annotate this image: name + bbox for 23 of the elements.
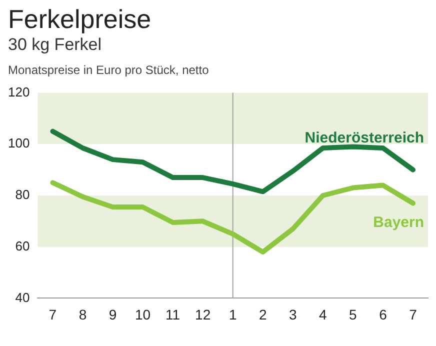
y-tick-label: 60 (15, 238, 30, 254)
x-tick-label: 7 (48, 306, 57, 322)
x-tick-label: 1 (228, 306, 237, 322)
x-tick-label: 8 (78, 306, 87, 322)
x-tick-label: 11 (166, 306, 180, 322)
x-tick-label: 7 (409, 306, 418, 322)
y-tick-label: 100 (8, 136, 30, 151)
x-tick-label: 10 (134, 306, 151, 322)
x-tick-label: 5 (349, 306, 358, 322)
x-tick-label: 4 (319, 306, 328, 322)
x-tick-label: 9 (108, 306, 117, 322)
y-tick-label: 40 (15, 290, 30, 305)
x-tick-label: 3 (288, 306, 297, 322)
chart-title: Ferkelpreise (8, 4, 152, 35)
chart-subtitle: 30 kg Ferkel (8, 35, 103, 55)
y-tick-label: 120 (8, 84, 30, 100)
series-label: Niederösterreich (304, 129, 424, 146)
x-tick-label: 6 (379, 306, 388, 322)
series-label: Bayern (373, 214, 424, 231)
x-tick-label: 2 (258, 306, 267, 322)
x-tick-label: 12 (195, 306, 211, 322)
y-axis-title: Monatspreise in Euro pro Stück, netto (8, 63, 210, 77)
y-tick-label: 80 (15, 187, 30, 202)
